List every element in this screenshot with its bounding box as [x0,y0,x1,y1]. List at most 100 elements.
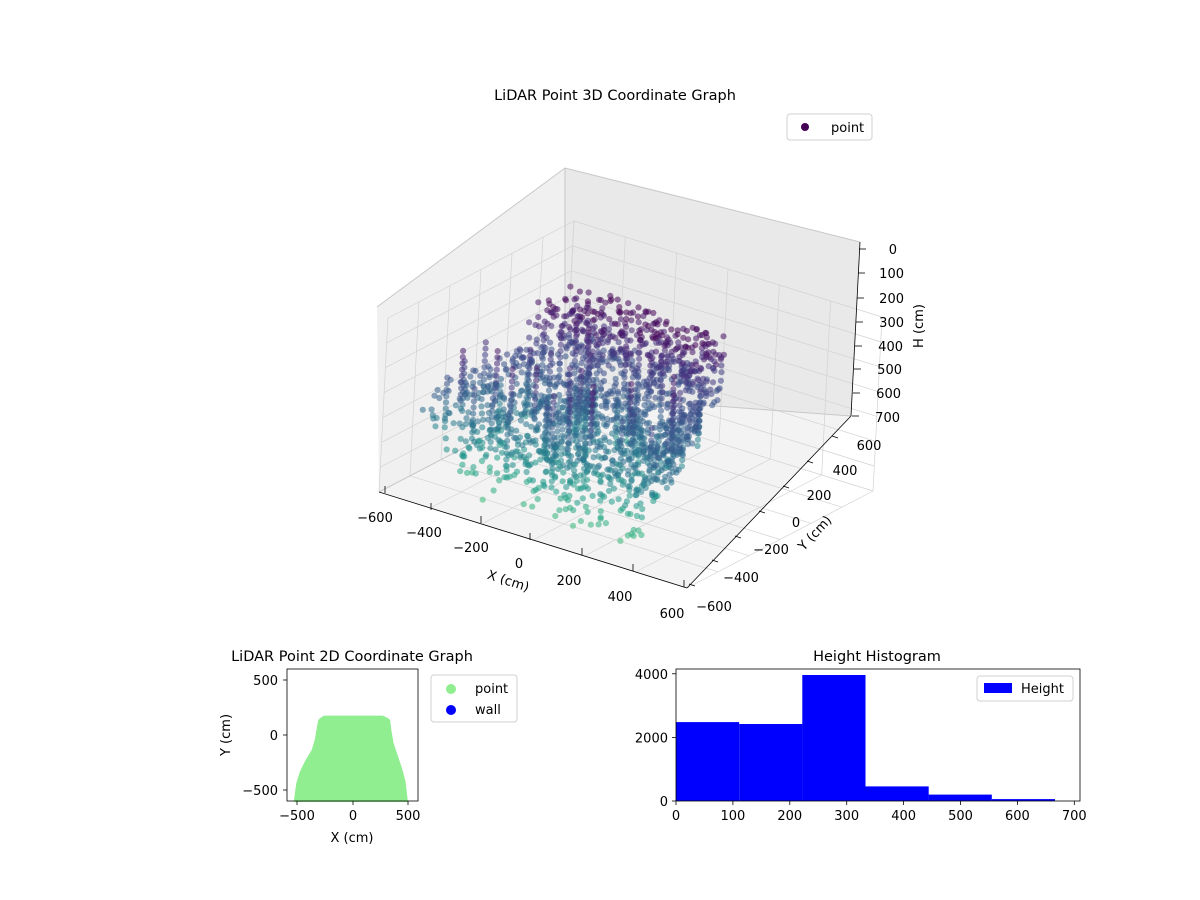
plot2d: LiDAR Point 2D Coordinate Graph −500 0 5… [219,649,518,846]
plot3d-point [547,362,554,369]
plot3d-point [648,326,655,333]
plot3d-point [664,447,671,454]
plot3d-point [566,409,574,416]
plot3d-point [465,409,472,416]
plot3d-point [567,283,574,290]
histogram-x-tick-label: 700 [1062,809,1087,824]
histogram-ticks: 0 100 200 300 400 500 600 700 0 2000 4000 [635,668,1087,824]
plot3d-point [664,438,671,445]
plot3d-point [600,347,607,354]
plot3d-point [610,402,617,409]
plot3d-point [540,330,548,338]
plot3d-point [558,335,565,342]
plot3d-point [548,430,556,437]
plot3d-point [652,394,659,401]
plot3d-point [679,452,686,459]
plot3d-point [532,383,540,390]
plot3d-point [573,333,580,340]
plot3d-point [470,398,477,405]
plot3d-point [470,464,477,471]
plot3d-point [468,421,475,428]
plot3d-point [588,427,595,434]
plot3d-point [549,459,556,466]
histogram-legend-swatch [984,683,1012,693]
plot3d-point [442,435,449,442]
plot3d-point [570,507,577,514]
plot3d-point [628,530,635,538]
plot3d-point [489,395,496,402]
plot3d-point-cloud [419,283,728,545]
plot3d-point [504,431,511,438]
plot3d-point [670,404,677,411]
plot3d-point [486,371,493,378]
plot3d-point [509,462,516,469]
plot3d-z-tick-label: 700 [875,411,900,426]
plot3d-point [664,353,671,360]
plot3d-point [560,413,567,421]
plot3d-point [523,468,530,476]
plot3d-point [507,403,514,410]
plot3d-point [479,424,486,431]
plot3d-point [471,385,478,392]
plot3d-point [661,342,668,349]
plot3d-point [676,417,683,424]
plot3d-point [633,512,641,520]
plot3d-point [625,300,632,307]
plot3d-point [618,443,625,450]
plot3d-point [658,401,665,408]
plot3d-point [544,456,551,464]
plot2d-legend-point-label: point [475,682,508,697]
plot3d-point [628,380,635,388]
plot3d-point [529,477,537,484]
plot3d-point [550,399,557,406]
plot3d-point [584,402,591,409]
plot3d-point [540,343,547,350]
plot3d-point [683,433,690,440]
plot3d-point [554,422,561,429]
plot3d-point [676,353,683,361]
plot3d-point [685,428,692,436]
plot3d-point [713,361,720,368]
plot3d-point [624,510,632,517]
plot3d-point [566,371,573,378]
plot3d-point [714,397,721,404]
plot3d-point [594,310,601,318]
plot2d-legend-point-marker [446,684,456,694]
plot3d-point [461,453,468,460]
plot3d-point [586,370,593,377]
plot3d-z-tick-label: 300 [879,316,904,331]
plot3d-point [526,365,533,372]
plot3d-point [625,430,632,437]
plot3d-point [589,492,596,499]
plot3d-point [559,420,566,427]
plot3d-point [609,461,616,468]
plot3d-point [683,414,690,421]
plot3d-point [658,433,665,440]
plot3d-point [508,449,516,456]
plot3d-point [566,421,573,428]
plot3d-point [638,531,645,539]
plot3d-y-tick-label: 600 [857,439,882,454]
plot3d-point [527,346,534,353]
histogram-x-tick-label: 600 [1005,809,1030,824]
plot3d-point [570,307,577,314]
plot3d-point [699,331,706,339]
plot3d-point [503,474,511,481]
plot3d-point [578,360,585,367]
plot3d-point [550,453,557,460]
plot3d-point [649,489,656,496]
plot3d-y-ticks [688,435,839,587]
plot3d-point [542,469,549,476]
plot3d-point [697,388,704,395]
plot3d-point [561,313,568,320]
plot3d-point [626,412,633,419]
plot3d-point [488,414,496,421]
histogram-y-tick-label: 4000 [635,668,668,683]
plot3d-point [666,471,673,478]
plot3d-point [466,445,473,452]
plot3d-point [695,377,702,384]
plot3d-point [627,405,634,412]
histogram-bar [865,786,929,801]
plot3d-point [565,440,572,447]
histogram-bar [928,794,992,801]
